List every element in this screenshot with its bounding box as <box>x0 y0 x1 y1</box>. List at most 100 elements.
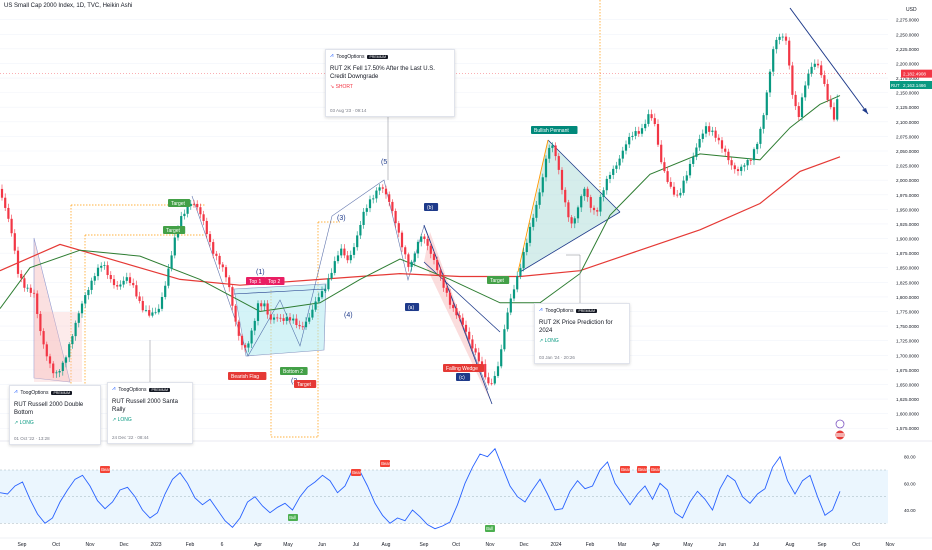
brand-logo-icon: ⩘ <box>14 389 18 395</box>
candle-body <box>612 168 615 175</box>
wave-label: (3) <box>337 215 346 222</box>
idea-card-santa-rally[interactable]: ⩘ ToogOptions PREMIUM RUT Russell 2000 San… <box>107 382 193 444</box>
candle-body <box>749 160 752 161</box>
annotation-tag <box>163 226 186 234</box>
candle-body <box>791 65 794 95</box>
candle-body <box>416 241 420 254</box>
candle-body <box>720 140 724 149</box>
idea-card-credit-downgrade[interactable]: ⩘ ToogOptions PREMIUM RUT 2K Fell 17.50% A… <box>325 49 455 117</box>
candle-body <box>794 94 797 107</box>
rsi-signal <box>100 466 110 473</box>
candle-body <box>250 330 253 344</box>
candle-body <box>557 156 560 170</box>
candle-body <box>810 66 813 74</box>
candle-body <box>13 233 16 251</box>
annotation-tag <box>424 203 439 211</box>
candle-body <box>496 366 500 376</box>
candle-body <box>128 277 132 283</box>
candle-body <box>660 144 663 163</box>
rsi-signal-label: Bear <box>651 467 660 472</box>
candle-body <box>29 287 32 293</box>
rsi-signal-label: Bear <box>381 461 390 466</box>
candle-body <box>199 207 202 215</box>
price-tick-label: 1,775.0000 <box>896 310 919 315</box>
rsi-signal <box>485 525 495 532</box>
candle-body <box>276 317 279 319</box>
rsi-signal-label: Bear <box>621 467 630 472</box>
candle-body <box>458 315 461 318</box>
idea-card-2024-prediction[interactable]: ⩘ ToogOptions PREMIUM RUT 2K Price Predict… <box>534 303 630 364</box>
candle-body <box>154 312 157 314</box>
price-tick-label: 1,825.0000 <box>896 280 919 285</box>
candle-body <box>756 143 759 150</box>
candle-body <box>445 287 448 293</box>
candle-body <box>532 217 535 227</box>
annotation-tag <box>265 277 285 285</box>
idea-card-double-bottom[interactable]: ⩘ ToogOptions PREMIUM RUT Russell 2000 Dou… <box>9 385 101 445</box>
candle-body <box>736 169 740 172</box>
candle-body <box>64 357 68 363</box>
candle-body <box>240 335 244 346</box>
candle-body <box>279 317 282 319</box>
candle-body <box>685 175 688 181</box>
price-tick-label: 1,625.0000 <box>896 397 919 402</box>
price-tick-label: 2,125.0000 <box>896 105 919 110</box>
candle-body <box>541 177 544 193</box>
candle-body <box>327 278 330 290</box>
candle-body <box>423 236 426 240</box>
candle-body <box>301 326 304 328</box>
price-tick-label: 1,875.0000 <box>896 251 919 256</box>
time-tick-label: Aug <box>786 542 795 548</box>
idea-date: 24 Dec '22 · 08:44 <box>112 435 149 440</box>
candle-body <box>644 123 647 129</box>
candle-body <box>125 277 128 281</box>
annotation-label: Bearish Flag <box>231 374 259 380</box>
ma-fast-line <box>0 95 841 313</box>
idea-date: 03 Jan '24 · 20:26 <box>539 355 575 360</box>
annotation-label: Target <box>490 278 505 284</box>
bearish-flag-zone <box>233 283 327 357</box>
candle-body <box>464 324 468 332</box>
candle-body <box>157 308 160 313</box>
rsi-tick-label: 60.00 <box>904 481 916 486</box>
candle-body <box>708 126 711 132</box>
price-tick-label: 2,100.0000 <box>896 120 919 125</box>
rsi-signal-label: Bull <box>289 515 296 520</box>
candle-body <box>282 318 285 321</box>
candle-body <box>522 252 525 269</box>
candle-body <box>701 133 704 139</box>
candle-body <box>711 130 714 132</box>
candle-body <box>378 187 381 191</box>
candle-body <box>733 165 736 170</box>
symbol-tag <box>890 80 901 89</box>
candle-body <box>564 189 567 203</box>
candle-body <box>231 287 234 306</box>
idea-title: RUT Russell 2000 Double Bottom <box>14 402 84 416</box>
candle-body <box>829 99 832 108</box>
candle-body <box>333 261 336 273</box>
candle-body <box>221 264 224 268</box>
price-tick-label: 1,850.0000 <box>896 266 919 271</box>
candle-body <box>631 135 634 137</box>
time-tick-label: Jun <box>318 542 326 548</box>
price-tick-label: 2,200.0000 <box>896 61 919 66</box>
time-tick-label: Nov <box>486 542 495 548</box>
candle-body <box>621 150 624 159</box>
price-tick-label: 1,950.0000 <box>896 207 919 212</box>
candle-body <box>349 254 352 261</box>
candle-body <box>727 151 730 161</box>
candle-body <box>666 171 669 182</box>
time-tick-label: Jun <box>718 542 726 548</box>
candle-body <box>384 188 388 195</box>
candle-body <box>324 289 327 292</box>
candle-body <box>263 303 266 307</box>
candle-body <box>116 285 119 287</box>
time-tick-label: Nov <box>86 542 95 548</box>
candle-body <box>663 162 666 172</box>
wave-label: (1) <box>256 269 265 276</box>
candle-body <box>269 314 272 320</box>
candle-body <box>836 99 839 120</box>
candle-body <box>618 158 621 166</box>
candle-body <box>816 63 820 66</box>
